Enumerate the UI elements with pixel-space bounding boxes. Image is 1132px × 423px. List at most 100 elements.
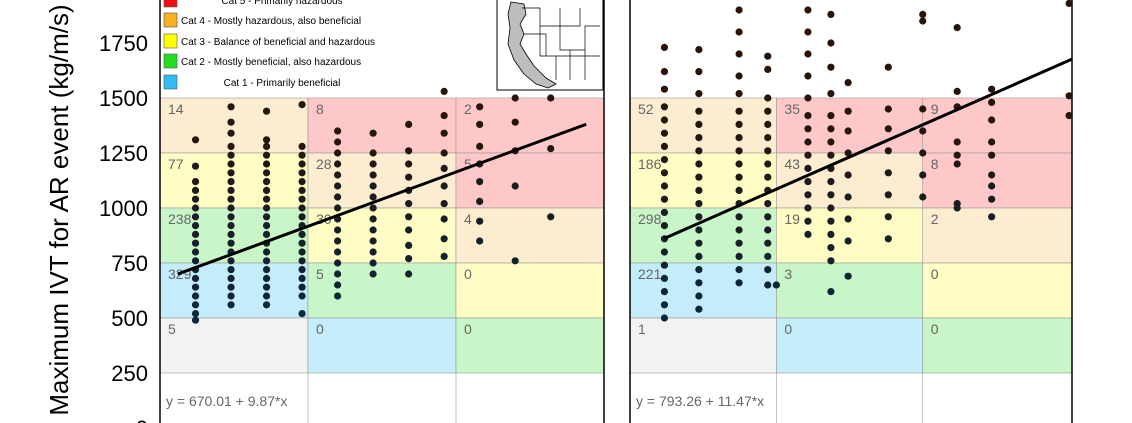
data-point [695,147,703,155]
data-point [405,200,413,208]
data-point [804,112,812,120]
data-point [660,195,669,203]
data-point [476,120,484,128]
data-point [298,274,306,282]
data-point [262,169,271,177]
data-point [735,120,743,128]
cell-count-label: 8 [931,156,939,172]
data-point [191,222,200,230]
data-point [227,118,235,126]
legend-swatch [163,33,178,49]
data-point [804,178,812,186]
data-point [369,248,377,256]
data-point [227,204,235,212]
data-point [827,125,835,133]
data-point [298,142,306,150]
data-point [298,169,306,177]
map-west-coast-land [507,1,557,89]
data-point [827,10,835,18]
category-cell [776,262,924,319]
data-point [660,182,669,190]
data-point [298,257,306,265]
data-point [369,171,377,179]
data-point [660,142,669,150]
data-point [262,142,271,150]
data-point [735,6,743,14]
regression-line [177,122,587,276]
data-point [953,160,961,168]
data-point [735,213,743,221]
data-point [227,151,235,159]
data-point [884,105,892,113]
category-cell [629,97,777,154]
data-point [919,10,927,18]
data-point [369,259,377,267]
data-point [191,301,200,309]
data-point [405,241,413,249]
data-point [334,138,342,146]
data-point [405,255,413,263]
panel-left: 14772383295828305025400y = 670.01 + 9.87… [159,0,605,423]
data-point [262,160,271,168]
data-point [511,182,519,190]
category-cell [629,262,777,319]
y-tick-label: 1500 [99,86,148,111]
data-point [884,169,892,177]
y-axis: 1750 1500 1250 1000 750 500 250 0 [99,31,148,423]
data-point [953,138,961,146]
data-point [919,127,927,135]
data-point [695,279,703,287]
data-point [369,182,377,190]
data-point [191,274,200,282]
data-point [804,217,812,225]
data-point [735,279,743,287]
data-point [227,274,235,282]
data-point [735,160,743,168]
cell-count-label: 0 [931,266,939,282]
data-point [884,213,892,221]
data-point [227,142,235,150]
cell-count-label: 77 [168,156,184,172]
y-tick-label: 250 [111,361,148,386]
data-point [735,28,743,36]
data-point [827,244,835,252]
data-point [227,129,235,137]
cell-count-label: 5 [316,266,324,282]
data-point [827,288,835,296]
legend: Cat 5 - Primarily hazardous Cat 4 - Mostl… [163,0,375,90]
data-point [369,193,377,201]
data-point [298,204,306,212]
data-point [660,169,669,177]
data-point [369,204,377,212]
data-point [334,281,342,289]
category-cell [922,317,1073,374]
data-point [262,248,271,256]
data-point [227,257,235,265]
data-point [262,274,271,282]
data-point [772,281,780,289]
y-tick-label: 1250 [99,141,148,166]
data-point [405,160,413,168]
category-cell [629,317,777,374]
data-point [262,204,271,212]
category-cell [159,317,309,374]
data-point [695,107,703,115]
data-point [191,316,200,324]
data-point [334,292,342,300]
data-point [262,186,271,194]
data-point [334,160,342,168]
data-point [804,50,812,58]
data-point [827,138,835,146]
data-point [884,235,892,243]
data-point [827,217,835,225]
data-point [735,107,743,115]
data-point [660,288,669,296]
data-point [735,266,743,274]
data-point [764,65,772,73]
data-point [988,171,996,179]
data-point [827,204,835,212]
category-cell [455,317,605,374]
data-point [298,230,306,238]
data-point [227,103,235,111]
data-point [191,257,200,265]
